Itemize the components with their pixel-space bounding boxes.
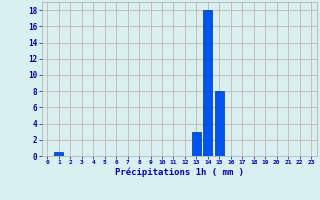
Bar [54,152,63,156]
Bar [192,132,201,156]
Bar [215,91,224,156]
Bar [203,10,212,156]
X-axis label: Précipitations 1h ( mm ): Précipitations 1h ( mm ) [115,168,244,177]
